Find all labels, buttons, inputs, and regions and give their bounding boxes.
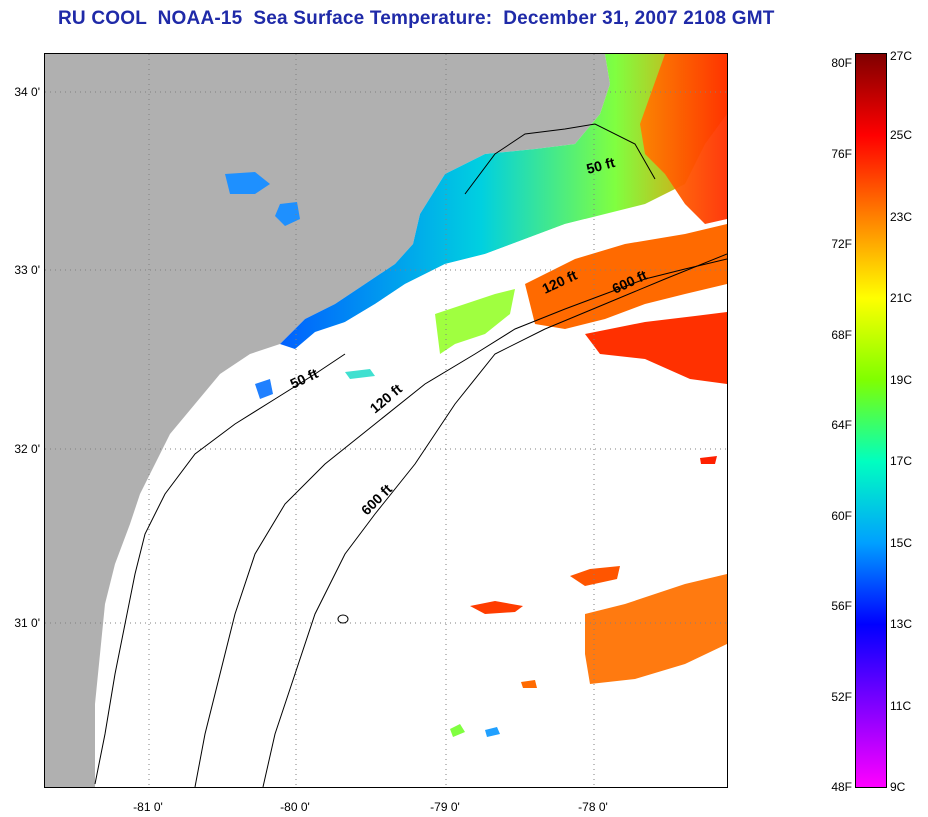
land-area <box>45 54 610 787</box>
lat-label-32: 32 0' <box>14 442 40 456</box>
bathymetry-contours <box>94 123 727 787</box>
colorbar-label-c-27: 27C <box>890 49 913 63</box>
mid-temp-patch <box>435 289 515 354</box>
colorbar-label-f-68: 68F <box>831 328 852 342</box>
colorbar-label-f-64: 64F <box>831 418 852 432</box>
contour-50ft <box>94 123 656 785</box>
lat-label-31: 31 0' <box>14 616 40 630</box>
contour-label-120ft-south: 120 ft <box>367 380 406 416</box>
sst-map-canvas[interactable]: 50 ft 120 ft 600 ft 50 ft 120 ft 600 ft <box>45 54 727 787</box>
colorbar-label-f-72: 72F <box>831 237 852 251</box>
graticule <box>45 54 727 787</box>
temperature-colorbar <box>855 53 887 788</box>
cloud-region <box>295 219 585 374</box>
warm-water-patch-small3 <box>700 456 717 464</box>
contour-600ft <box>262 253 727 787</box>
colorbar-label-f-76: 76F <box>831 147 852 161</box>
colorbar-label-c-17: 17C <box>890 454 913 468</box>
colorbar-label-c-21: 21C <box>890 291 913 305</box>
warm-water-ne <box>640 54 727 224</box>
map-title: RU COOL NOAA-15 Sea Surface Temperature:… <box>58 8 775 29</box>
lon-label-78: -78 0' <box>578 800 608 814</box>
colorbar-label-c-19: 19C <box>890 373 913 387</box>
lat-label-34: 34 0' <box>14 85 40 99</box>
warm-water-patch-east <box>585 312 727 384</box>
contour-120ft <box>194 258 727 787</box>
warm-water-patch-south <box>585 574 727 684</box>
cool-patch-mid <box>345 369 375 379</box>
warm-water-gulfstream <box>525 224 727 329</box>
warm-water-patch-small2 <box>570 566 620 586</box>
colorbar-label-c-25: 25C <box>890 128 913 142</box>
cool-patch-south <box>450 724 465 737</box>
colorbar-label-c-13: 13C <box>890 617 913 631</box>
colorbar-label-c-9: 9C <box>890 780 906 794</box>
lat-label-33: 33 0' <box>14 263 40 277</box>
lon-label-80: -80 0' <box>280 800 310 814</box>
contour-label-50ft-north: 50 ft <box>585 154 617 177</box>
warm-water-patch-small4 <box>521 680 537 688</box>
cool-patch-inland2 <box>275 202 300 226</box>
warm-water-patch-small1 <box>470 601 523 614</box>
lon-label-81: -81 0' <box>133 800 163 814</box>
colorbar-label-f-48: 48F <box>831 780 852 794</box>
colorbar-label-c-11: 11C <box>890 699 912 713</box>
cool-patch-south2 <box>485 727 500 737</box>
contour-seamount <box>337 614 349 624</box>
colorbar-label-f-60: 60F <box>831 509 852 523</box>
cool-water-nearshore <box>280 54 727 349</box>
colorbar-label-c-23: 23C <box>890 210 913 224</box>
colorbar-label-f-52: 52F <box>831 690 852 704</box>
sst-map[interactable]: 50 ft 120 ft 600 ft 50 ft 120 ft 600 ft <box>44 53 728 788</box>
cool-patch-coast <box>255 379 273 399</box>
cool-patch-inland1 <box>225 172 270 194</box>
lon-label-79: -79 0' <box>430 800 460 814</box>
colorbar-label-f-56: 56F <box>831 599 852 613</box>
colorbar-label-c-15: 15C <box>890 536 913 550</box>
colorbar-label-f-80: 80F <box>831 56 852 70</box>
